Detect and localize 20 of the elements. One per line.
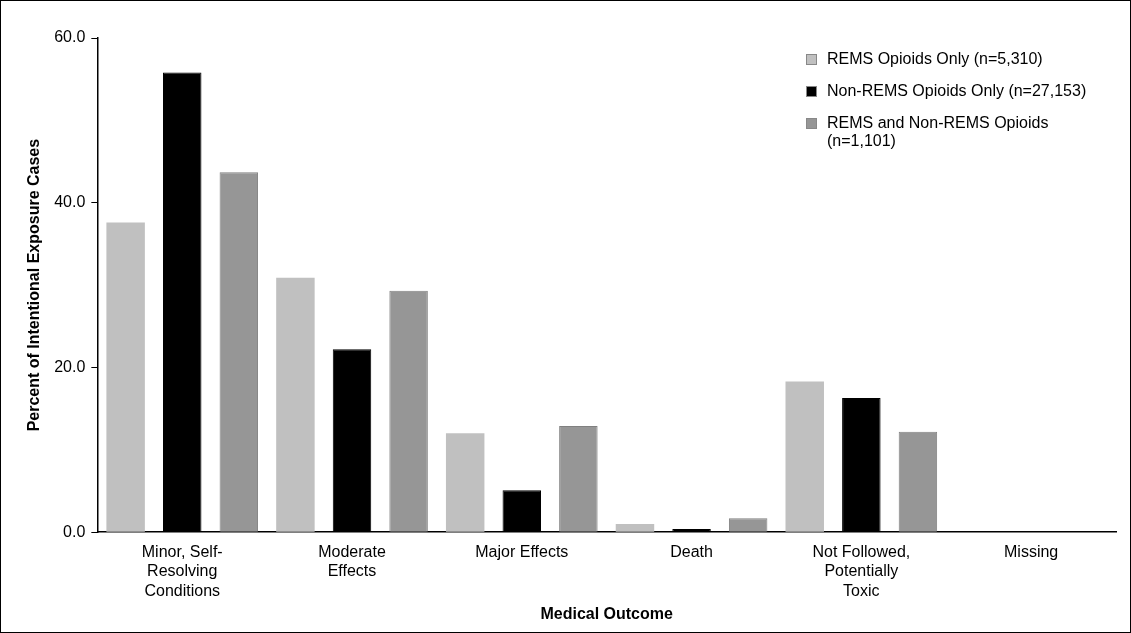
x-tick-label: Major Effects — [475, 543, 569, 561]
x-tick-label: Missing — [1003, 543, 1059, 561]
x-tick-label: Death — [670, 543, 713, 561]
bar — [106, 222, 145, 532]
x-axis-title: Medical Outcome — [540, 604, 674, 622]
y-tick-label: 60.0 — [54, 28, 86, 46]
x-tick-label: Minor, Self-Resolving Conditions — [141, 543, 223, 599]
legend-label: REMS and Non-REMS Opioids (n=1,101) — [827, 114, 1050, 150]
bar — [445, 433, 485, 532]
legend-label: REMS Opioids Only (n=5,310) — [827, 50, 1043, 68]
x-tick-label: Moderate Effects — [318, 543, 386, 580]
y-tick-label: 20.0 — [54, 357, 86, 375]
y-axis-title: Percent of Intentional Exposure Cases — [25, 138, 43, 432]
y-tick-label: 40.0 — [54, 193, 86, 211]
x-tick-label: Not Followed, Potentially Toxic — [812, 543, 911, 599]
legend-label: Non-REMS Opioids Only (n=27,153) — [827, 82, 1087, 100]
bar — [276, 277, 315, 532]
bar — [785, 381, 824, 532]
y-tick-label: 0.0 — [63, 522, 86, 540]
bar — [615, 523, 655, 532]
